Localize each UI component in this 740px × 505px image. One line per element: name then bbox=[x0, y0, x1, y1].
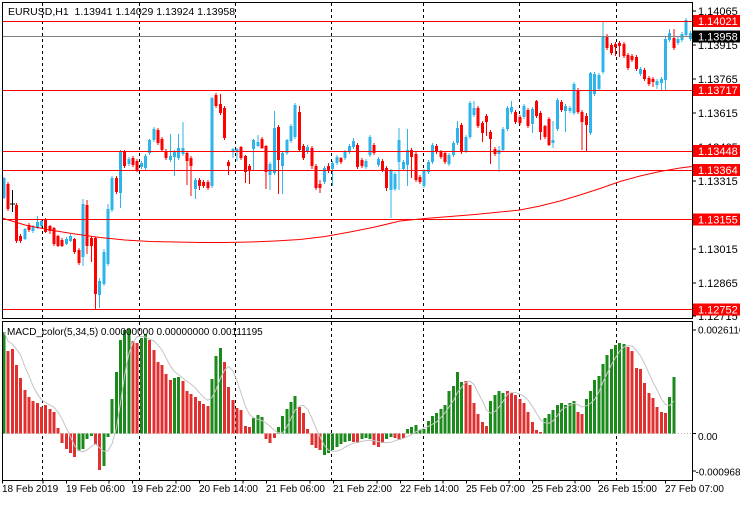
svg-text:MACD_color(5,34,5) 0.00000000: MACD_color(5,34,5) 0.00000000 0.00000000… bbox=[7, 327, 263, 338]
svg-text:1.14021: 1.14021 bbox=[698, 16, 738, 28]
svg-text:26 Feb 15:00: 26 Feb 15:00 bbox=[598, 484, 657, 495]
svg-text:1.13015: 1.13015 bbox=[698, 244, 738, 256]
svg-text:25 Feb 07:00: 25 Feb 07:00 bbox=[466, 484, 525, 495]
svg-text:1.13155: 1.13155 bbox=[698, 215, 738, 227]
svg-text:20 Feb 14:00: 20 Feb 14:00 bbox=[199, 484, 258, 495]
svg-text:21 Feb 22:00: 21 Feb 22:00 bbox=[333, 484, 392, 495]
svg-text:-0.000968: -0.000968 bbox=[696, 468, 740, 479]
svg-text:1.13364: 1.13364 bbox=[698, 165, 738, 177]
svg-text:19 Feb 06:00: 19 Feb 06:00 bbox=[66, 484, 125, 495]
svg-text:22 Feb 14:00: 22 Feb 14:00 bbox=[400, 484, 459, 495]
svg-text:1.13615: 1.13615 bbox=[698, 108, 738, 120]
svg-text:21 Feb 06:00: 21 Feb 06:00 bbox=[266, 484, 325, 495]
svg-text:18 Feb 2019: 18 Feb 2019 bbox=[2, 484, 59, 495]
svg-text:0.00: 0.00 bbox=[698, 432, 718, 443]
svg-text:19 Feb 22:00: 19 Feb 22:00 bbox=[132, 484, 191, 495]
svg-text:EURUSD,H1 1.13941 1.14029 1.1: EURUSD,H1 1.13941 1.14029 1.13924 1.1395… bbox=[8, 6, 235, 18]
svg-text:1.13448: 1.13448 bbox=[698, 146, 738, 158]
svg-text:0.0026110: 0.0026110 bbox=[698, 326, 740, 337]
svg-text:1.13315: 1.13315 bbox=[698, 176, 738, 188]
svg-text:1.13717: 1.13717 bbox=[698, 85, 738, 97]
svg-text:1.12752: 1.12752 bbox=[698, 305, 738, 317]
svg-text:1.13958: 1.13958 bbox=[698, 32, 738, 44]
svg-text:27 Feb 07:00: 27 Feb 07:00 bbox=[665, 484, 724, 495]
svg-text:1.12865: 1.12865 bbox=[698, 278, 738, 290]
svg-text:25 Feb 23:00: 25 Feb 23:00 bbox=[532, 484, 591, 495]
